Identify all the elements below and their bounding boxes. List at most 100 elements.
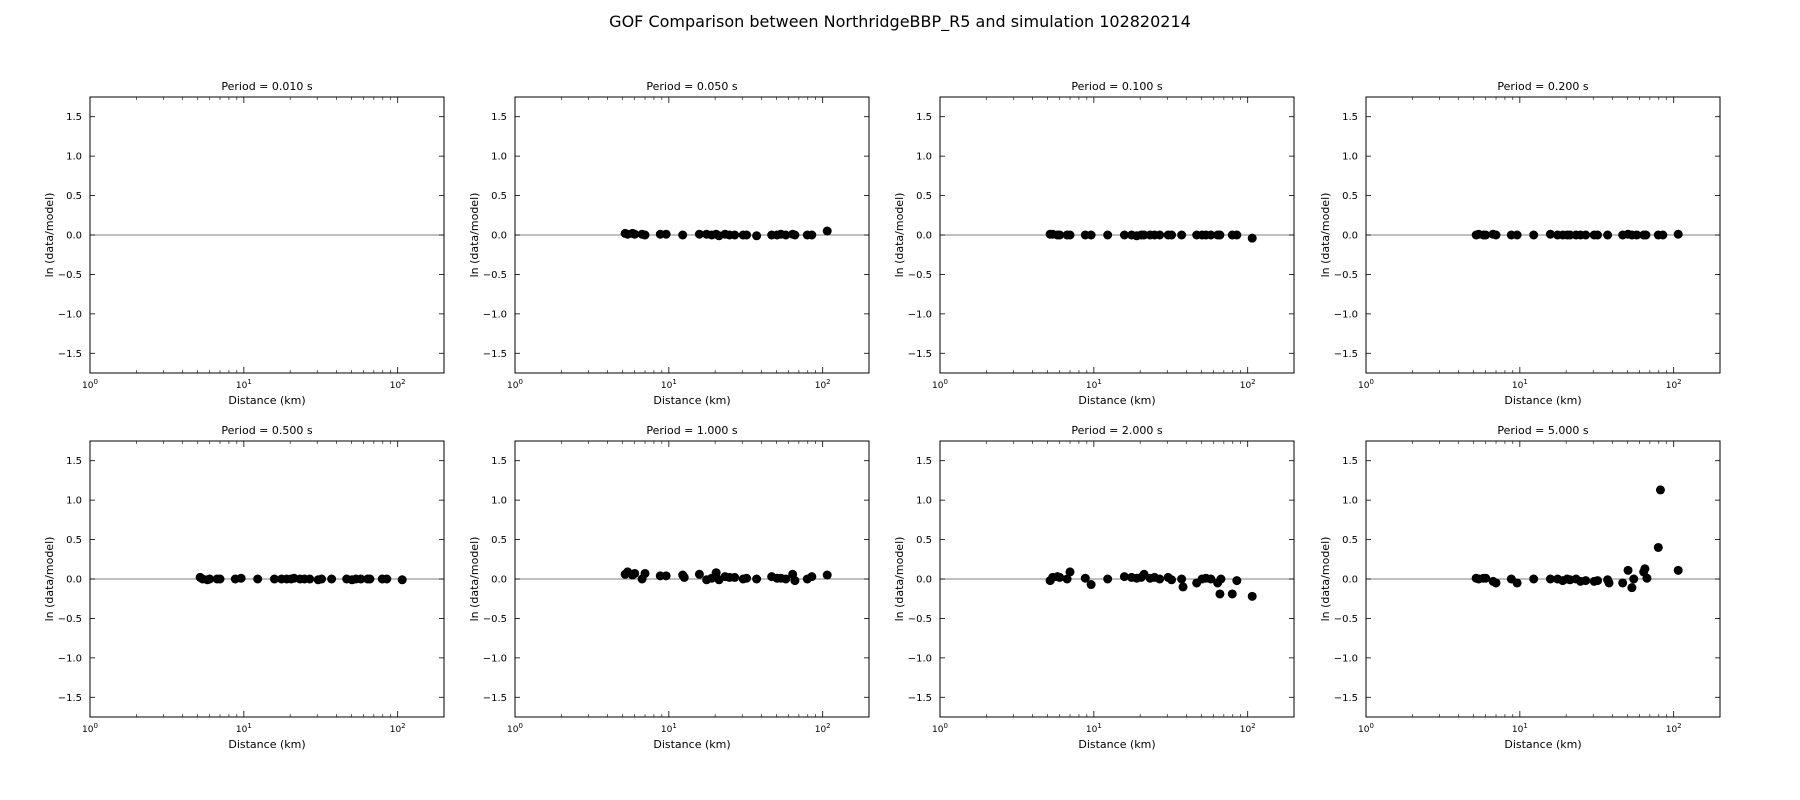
y-tick-label: 0.0: [1342, 575, 1358, 586]
data-point: [640, 230, 650, 240]
y-axis-label: ln (data/model): [1319, 193, 1332, 278]
y-tick-label: 1.5: [1342, 456, 1358, 467]
data-point: [1167, 575, 1177, 585]
subplot-title: Period = 2.000 s: [1071, 424, 1162, 437]
data-point: [1086, 580, 1096, 590]
y-tick-label: 0.0: [491, 575, 507, 586]
data-point: [1155, 230, 1165, 240]
subplot-title: Period = 1.000 s: [646, 424, 737, 437]
y-tick-label: −0.5: [1334, 270, 1358, 281]
x-tick-label: 100: [82, 378, 98, 391]
x-axis-label: Distance (km): [228, 394, 305, 407]
data-point: [1604, 578, 1614, 588]
x-tick-label: 102: [1666, 722, 1682, 735]
y-tick-label: −1.5: [58, 349, 82, 360]
data-point: [694, 569, 704, 579]
x-tick-label: 101: [661, 378, 677, 391]
y-tick-label: 0.5: [1342, 191, 1358, 202]
data-point: [730, 572, 740, 582]
data-point: [661, 571, 671, 581]
data-point: [630, 568, 640, 578]
subplot-1: −1.5 −1.0 −0.5 0.0 0.5 1.0 1.5 100 101 102 Period …: [43, 80, 445, 407]
data-point: [1642, 573, 1652, 583]
data-point: [1593, 230, 1603, 240]
y-tick-label: −1.0: [1334, 309, 1358, 320]
data-point: [1627, 583, 1637, 593]
data-point: [742, 230, 752, 240]
subplot-7: −1.5 −1.0 −0.5 0.0 0.5 1.0 1.5 100 101 102 Period …: [893, 424, 1295, 751]
x-tick-label: 100: [932, 378, 948, 391]
x-tick-label: 100: [1358, 378, 1374, 391]
data-point: [1119, 230, 1129, 240]
data-point: [1215, 589, 1225, 599]
data-point: [730, 230, 740, 240]
data-point: [397, 575, 407, 585]
data-point: [1215, 230, 1225, 240]
data-point: [236, 573, 246, 583]
data-point: [1529, 574, 1539, 584]
data-point: [205, 574, 215, 584]
data-point: [679, 572, 689, 582]
y-tick-label: 0.5: [491, 535, 507, 546]
y-tick-label: −1.0: [908, 653, 932, 664]
data-point: [1065, 230, 1075, 240]
x-tick-label: 101: [1512, 378, 1528, 391]
data-point: [1086, 230, 1096, 240]
y-tick-label: 0.5: [916, 191, 932, 202]
data-point: [365, 574, 375, 584]
y-tick-label: 1.0: [491, 152, 507, 163]
subplot-title: Period = 0.500 s: [221, 424, 312, 437]
data-point: [1545, 574, 1555, 584]
data-point: [1653, 542, 1663, 552]
y-axis-label: ln (data/model): [893, 537, 906, 622]
data-point: [822, 570, 832, 580]
x-tick-label: 101: [1512, 722, 1528, 735]
x-tick-label: 100: [932, 722, 948, 735]
data-point: [661, 229, 671, 239]
data-point: [1055, 572, 1065, 582]
y-tick-label: 0.5: [66, 535, 82, 546]
data-point: [1232, 576, 1242, 586]
data-point: [1167, 230, 1177, 240]
x-axis-label: Distance (km): [1078, 738, 1155, 751]
data-point: [1491, 230, 1501, 240]
x-tick-label: 100: [1358, 722, 1374, 735]
data-point: [1062, 574, 1072, 584]
data-point: [1080, 573, 1090, 583]
y-tick-label: −1.0: [483, 309, 507, 320]
x-tick-label: 101: [236, 722, 252, 735]
y-tick-label: −1.5: [908, 693, 932, 704]
x-tick-label: 101: [236, 378, 252, 391]
data-point: [1178, 582, 1188, 592]
y-axis-label: ln (data/model): [468, 193, 481, 278]
data-point: [1481, 230, 1491, 240]
x-tick-label: 102: [1240, 378, 1256, 391]
x-axis-label: Distance (km): [1078, 394, 1155, 407]
y-tick-label: 0.5: [916, 535, 932, 546]
y-tick-label: 0.0: [916, 231, 932, 242]
y-tick-label: 0.0: [66, 231, 82, 242]
data-point: [1640, 564, 1650, 574]
data-point: [1155, 574, 1165, 584]
y-tick-label: −1.0: [908, 309, 932, 320]
y-tick-label: −0.5: [908, 614, 932, 625]
data-point: [1206, 574, 1216, 584]
subplot-2: −1.5 −1.0 −0.5 0.0 0.5 1.0 1.5 100 101 102 Period …: [468, 80, 870, 407]
data-point: [269, 574, 279, 584]
y-tick-label: 0.0: [491, 231, 507, 242]
data-point: [215, 574, 225, 584]
data-point: [1481, 573, 1491, 583]
data-point: [790, 230, 800, 240]
y-axis-label: ln (data/model): [1319, 537, 1332, 622]
data-point: [1603, 230, 1613, 240]
data-point: [1593, 576, 1603, 586]
data-point: [1065, 567, 1075, 577]
data-point: [305, 574, 315, 584]
x-tick-label: 102: [390, 378, 406, 391]
data-point: [752, 231, 762, 241]
data-point: [1623, 565, 1633, 575]
subplot-6: −1.5 −1.0 −0.5 0.0 0.5 1.0 1.5 100 101 102 Period …: [468, 424, 870, 751]
x-axis-label: Distance (km): [1504, 738, 1581, 751]
data-point: [1206, 230, 1216, 240]
